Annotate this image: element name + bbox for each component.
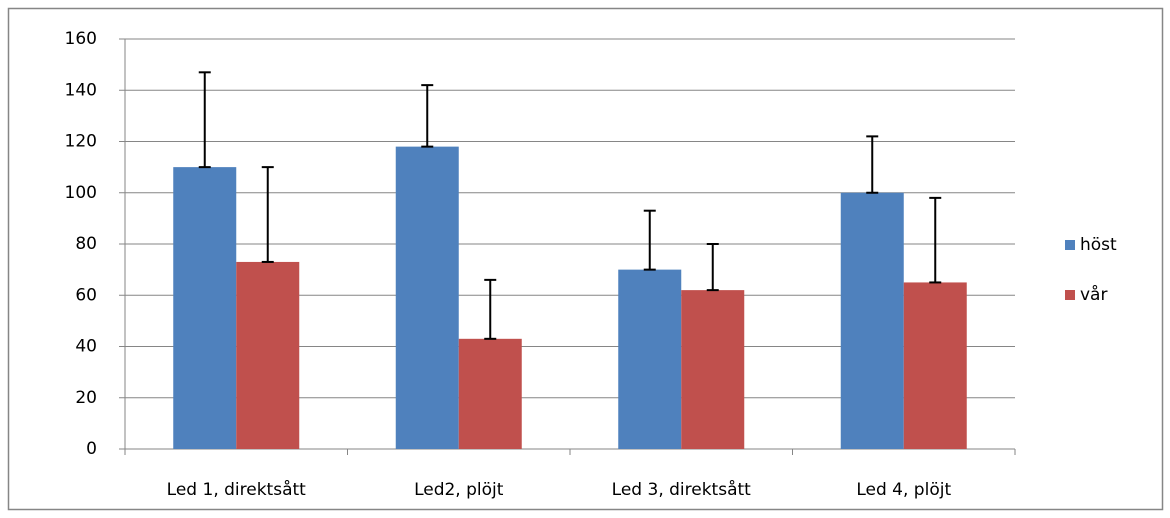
error-bar [421, 84, 434, 148]
y-tick-label: 0 [86, 439, 97, 459]
bar [840, 192, 904, 449]
error-bar [261, 166, 274, 263]
bar [458, 338, 522, 449]
bar [618, 269, 682, 449]
bar [173, 167, 237, 449]
y-tick-label: 120 [65, 132, 97, 152]
legend-swatch [1065, 290, 1075, 300]
bar [395, 146, 459, 449]
legend-label: höst [1080, 235, 1117, 255]
y-tick-label: 40 [75, 337, 97, 357]
y-tick-label: 140 [65, 80, 97, 100]
x-tick-label: Led 3, direktsått [612, 479, 751, 500]
error-bar [198, 71, 211, 169]
y-tick-label: 60 [75, 285, 97, 305]
bar [236, 261, 300, 449]
error-bar [929, 196, 942, 284]
x-tick-label: Led 1, direktsått [167, 479, 306, 500]
legend-label: vår [1080, 284, 1107, 305]
y-tick-label: 20 [75, 388, 97, 408]
bar [903, 282, 967, 449]
x-tick-label: Led2, plöjt [414, 480, 504, 500]
y-tick-label: 160 [65, 29, 97, 49]
error-bar [643, 209, 656, 271]
x-tick-label: Led 4, plöjt [856, 480, 951, 500]
bar [681, 290, 745, 449]
error-bar [484, 278, 497, 340]
y-tick-label: 80 [75, 234, 97, 254]
error-bar [866, 135, 879, 194]
error-bar [706, 243, 719, 292]
legend-swatch [1065, 240, 1075, 250]
y-tick-label: 100 [65, 183, 97, 203]
